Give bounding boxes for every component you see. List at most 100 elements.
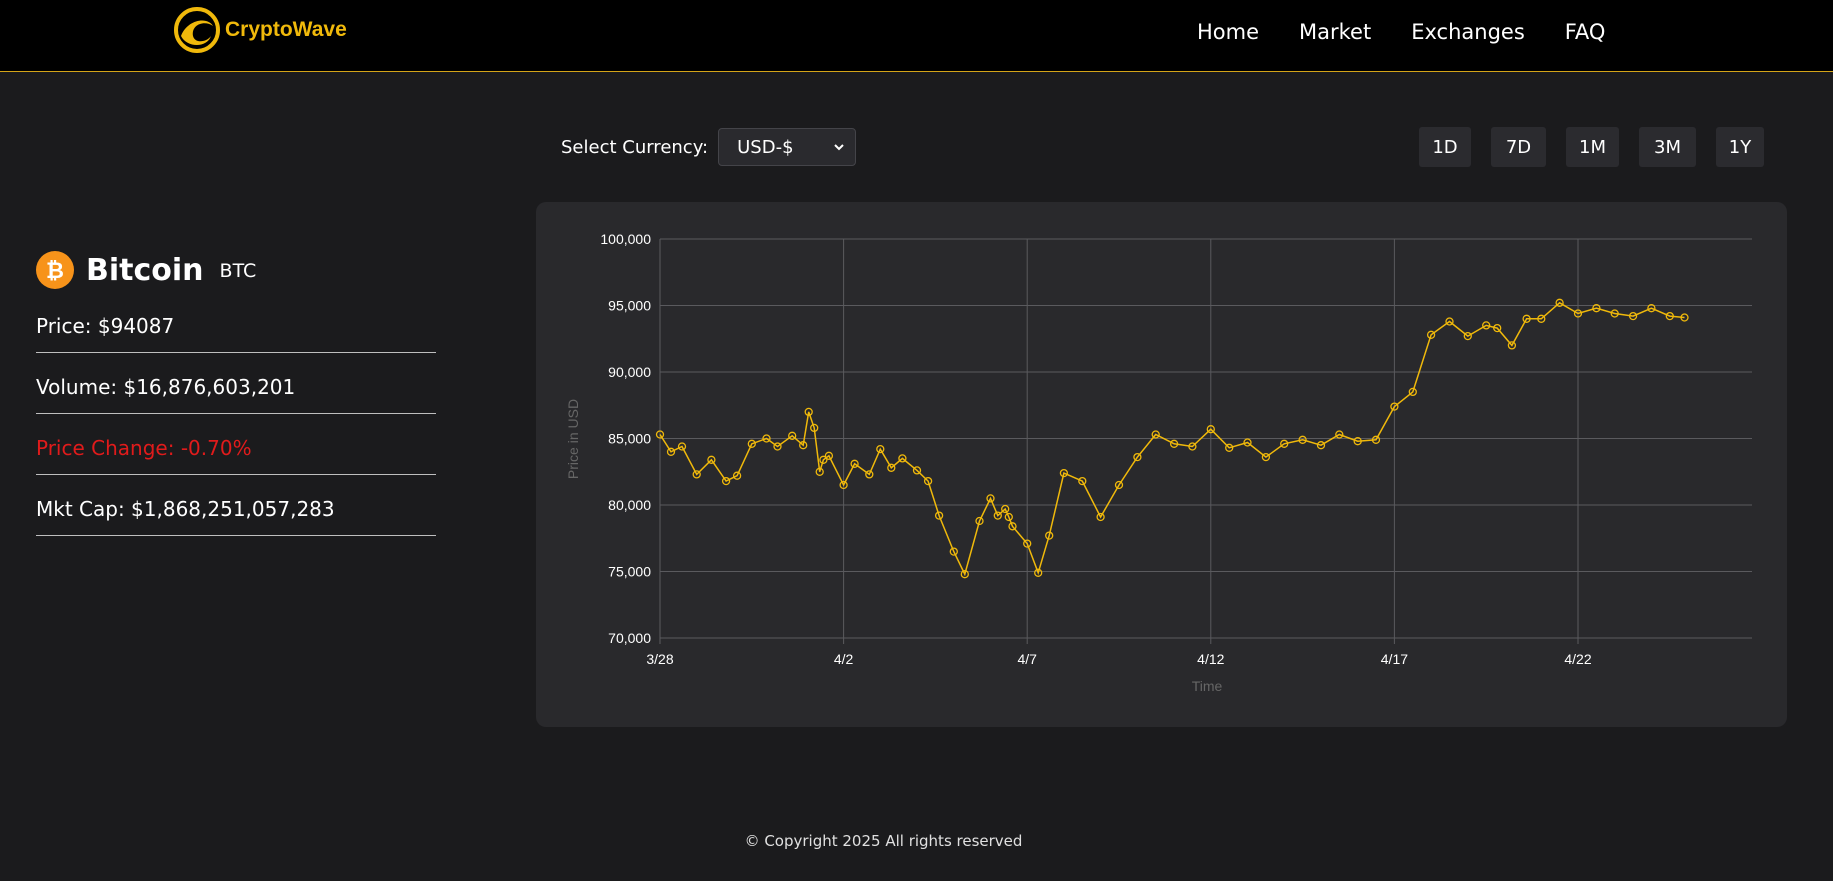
data-point[interactable]	[1280, 439, 1289, 448]
data-point[interactable]	[876, 444, 885, 454]
data-point[interactable]	[1078, 476, 1087, 486]
data-point[interactable]	[788, 431, 797, 440]
data-point[interactable]	[655, 430, 665, 439]
data-point[interactable]	[865, 470, 874, 479]
data-point[interactable]	[1463, 331, 1472, 341]
nav-exchanges[interactable]: Exchanges	[1411, 20, 1525, 44]
data-point[interactable]	[1537, 314, 1546, 323]
data-point[interactable]	[949, 547, 958, 556]
data-point[interactable]	[1114, 480, 1124, 490]
data-point[interactable]	[1371, 435, 1381, 444]
data-point[interactable]	[1261, 452, 1271, 462]
data-point[interactable]	[677, 442, 687, 451]
data-point[interactable]	[762, 434, 771, 443]
currency-dropdown[interactable]: USD-$	[718, 128, 857, 166]
data-point[interactable]	[1034, 568, 1043, 577]
price-chart[interactable]: 100,000 95,000 90,000 85,000 80,000 75,000 70,…	[536, 202, 1787, 727]
data-point[interactable]	[666, 447, 676, 456]
data-point[interactable]	[1647, 304, 1656, 313]
data-point[interactable]	[850, 459, 859, 468]
data-point[interactable]	[1353, 437, 1362, 446]
data-point[interactable]	[824, 451, 834, 460]
y-axis-title: Price in USD	[565, 399, 581, 479]
wave-logo-icon	[174, 7, 220, 53]
data-point[interactable]	[1316, 441, 1326, 450]
nav-faq[interactable]: FAQ	[1564, 20, 1606, 44]
data-point[interactable]	[692, 470, 701, 479]
range-7d-button[interactable]: 7D	[1491, 127, 1546, 167]
data-point[interactable]	[912, 466, 922, 475]
range-1d-button[interactable]: 1D	[1419, 127, 1471, 167]
data-point[interactable]	[1004, 512, 1013, 522]
nav-market[interactable]: Market	[1299, 20, 1372, 44]
data-point[interactable]	[1133, 452, 1142, 462]
data-point[interactable]	[993, 511, 1002, 520]
data-point[interactable]	[986, 494, 995, 503]
currency-label: Select Currency:	[561, 136, 709, 158]
data-point[interactable]	[975, 516, 984, 526]
data-point[interactable]	[1507, 341, 1517, 350]
data-point[interactable]	[1573, 309, 1583, 318]
coin-header: ₿ Bitcoin BTC	[36, 248, 436, 292]
data-point[interactable]	[1059, 468, 1069, 478]
data-point[interactable]	[1482, 321, 1491, 330]
data-point[interactable]	[1493, 323, 1502, 333]
brand-logo[interactable]: CryptoWave	[173, 6, 347, 54]
data-point[interactable]	[898, 454, 907, 463]
data-point[interactable]	[1225, 443, 1234, 452]
data-point[interactable]	[1390, 402, 1399, 411]
data-point[interactable]	[1592, 304, 1601, 313]
data-point[interactable]	[1188, 442, 1197, 451]
data-point[interactable]	[1096, 512, 1105, 522]
data-point[interactable]	[1522, 314, 1531, 323]
data-point[interactable]	[1408, 387, 1417, 397]
chart-grid	[659, 238, 1752, 644]
data-point[interactable]	[960, 570, 969, 579]
data-point[interactable]	[810, 423, 819, 433]
data-point[interactable]	[1023, 539, 1032, 548]
data-point[interactable]	[923, 476, 933, 486]
data-point[interactable]	[1665, 311, 1674, 321]
data-point[interactable]	[1298, 435, 1307, 444]
nav-home[interactable]: Home	[1197, 20, 1260, 44]
price-chart-card: 100,000 95,000 90,000 85,000 80,000 75,000 70,…	[536, 202, 1787, 727]
data-point[interactable]	[804, 407, 813, 417]
coin-symbol: BTC	[219, 260, 257, 282]
data-point[interactable]	[1045, 531, 1054, 540]
range-1m-button[interactable]: 1M	[1566, 127, 1619, 167]
data-point[interactable]	[1151, 430, 1160, 439]
currency-selected-value: USD-$	[737, 136, 794, 158]
data-point[interactable]	[1680, 313, 1689, 322]
data-point[interactable]	[1001, 504, 1010, 514]
range-1y-button[interactable]: 1Y	[1716, 127, 1764, 167]
data-point[interactable]	[799, 441, 808, 450]
data-point[interactable]	[1628, 311, 1638, 321]
time-range-buttons: 1D 7D 1M 3M 1Y	[1419, 127, 1784, 167]
data-point[interactable]	[887, 463, 896, 472]
data-point[interactable]	[1335, 430, 1344, 439]
data-point[interactable]	[773, 442, 782, 451]
data-point[interactable]	[839, 480, 848, 490]
data-point[interactable]	[707, 455, 716, 464]
data-point[interactable]	[1445, 317, 1454, 326]
price-series-points	[655, 298, 1689, 579]
data-point[interactable]	[1426, 330, 1436, 339]
data-point[interactable]	[732, 471, 742, 480]
data-point[interactable]	[721, 476, 731, 486]
x-tick-label: 3/28	[646, 651, 673, 667]
data-point[interactable]	[1169, 439, 1179, 448]
data-point[interactable]	[819, 455, 828, 464]
x-axis-title: Time	[1192, 678, 1223, 694]
data-point[interactable]	[747, 439, 756, 448]
data-point[interactable]	[934, 511, 944, 520]
range-3m-button[interactable]: 3M	[1639, 127, 1696, 167]
data-point[interactable]	[1610, 309, 1619, 318]
data-point[interactable]	[1243, 438, 1252, 447]
data-point[interactable]	[1206, 425, 1215, 434]
data-point[interactable]	[1555, 298, 1564, 307]
y-tick-label: 95,000	[608, 298, 651, 314]
data-point[interactable]	[815, 467, 824, 476]
data-point[interactable]	[1008, 522, 1017, 531]
x-tick-label: 4/2	[834, 651, 854, 667]
x-tick-label: 4/7	[1017, 651, 1037, 667]
